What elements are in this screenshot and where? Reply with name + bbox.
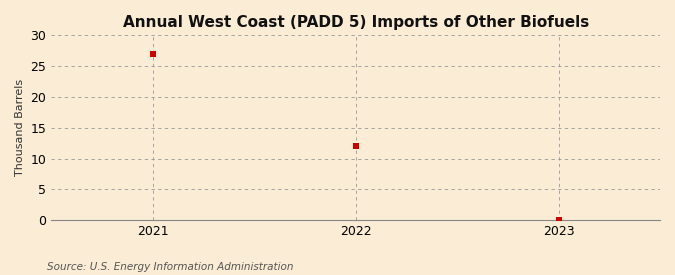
Title: Annual West Coast (PADD 5) Imports of Other Biofuels: Annual West Coast (PADD 5) Imports of Ot… [123,15,589,30]
Y-axis label: Thousand Barrels: Thousand Barrels [15,79,25,176]
Text: Source: U.S. Energy Information Administration: Source: U.S. Energy Information Administ… [47,262,294,272]
